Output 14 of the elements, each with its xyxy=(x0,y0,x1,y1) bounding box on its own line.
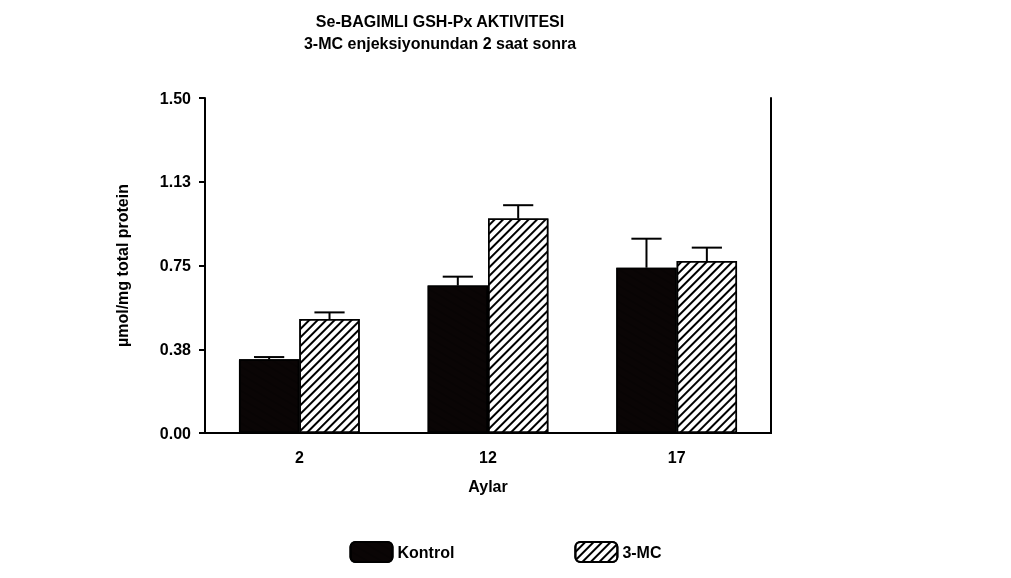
x-axis-title: Aylar xyxy=(468,477,508,495)
y-axis-title: µmol/mg total protein xyxy=(113,184,131,347)
x-tick-label: 2 xyxy=(294,448,304,466)
y-tick-label: 0.00 xyxy=(159,424,192,442)
legend-label: Kontrol xyxy=(397,543,455,561)
legend-label: 3-MC xyxy=(622,543,662,561)
y-tick-label: 1.50 xyxy=(159,89,192,107)
x-tick-label: 12 xyxy=(479,448,497,466)
chart-subtitle: 3-MC enjeksiyonundan 2 saat sonra xyxy=(303,34,577,52)
y-tick-label: 1.13 xyxy=(159,173,192,191)
chart-title: Se-BAGIMLI GSH-Px AKTIVITESI xyxy=(315,12,565,30)
y-tick-label: 0.38 xyxy=(159,340,192,358)
x-tick-label: 17 xyxy=(667,448,686,466)
y-tick-label: 0.75 xyxy=(159,257,192,274)
